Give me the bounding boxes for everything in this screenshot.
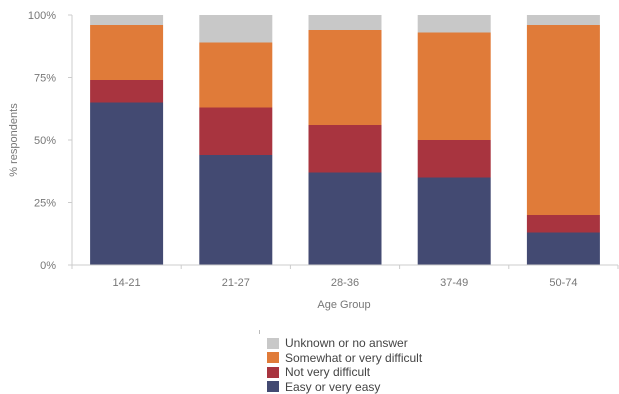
legend-item: Not very difficult [267, 365, 422, 380]
legend-item: Somewhat or very difficult [267, 351, 422, 366]
bar-segment-21-27-easy-or-very-easy [199, 155, 273, 265]
bar-segment-28-36-somewhat-or-very-difficult [308, 30, 382, 125]
bar-segment-21-27-somewhat-or-very-difficult [199, 42, 273, 108]
x-tick-label: 21-27 [222, 277, 250, 289]
legend-label: Easy or very easy [285, 379, 381, 394]
legend-label: Unknown or no answer [285, 336, 408, 351]
legend-label: Not very difficult [285, 365, 371, 380]
y-tick-label: 75% [34, 73, 56, 85]
bar-segment-28-36-unknown-or-no-answer [308, 15, 382, 30]
x-tick-label: 37-49 [440, 277, 468, 289]
legend-label: Somewhat or very difficult [285, 350, 423, 365]
bar-segment-37-49-somewhat-or-very-difficult [417, 32, 491, 140]
bar-segment-37-49-unknown-or-no-answer [417, 15, 491, 33]
x-axis-label: Age Group [317, 299, 370, 311]
y-tick-label: 50% [34, 135, 56, 147]
legend-divider [259, 330, 260, 334]
bar-segment-14-21-easy-or-very-easy [90, 102, 164, 265]
bar-segment-21-27-unknown-or-no-answer [199, 15, 273, 43]
y-tick-label: 25% [34, 198, 56, 210]
y-tick-label: 100% [28, 10, 56, 22]
bar-segment-37-49-easy-or-very-easy [417, 177, 491, 265]
bar-segment-50-74-easy-or-very-easy [526, 232, 600, 265]
legend: Unknown or no answer Somewhat or very dif… [267, 336, 422, 394]
bar-segment-50-74-somewhat-or-very-difficult [526, 25, 600, 215]
legend-swatch [267, 381, 279, 393]
bar-segment-50-74-unknown-or-no-answer [526, 15, 600, 25]
x-tick-label: 28-36 [331, 277, 359, 289]
legend-swatch [267, 366, 279, 378]
axes-group: 14-21 21-27 28-36 37-49 50-74 0% 25% 50% 75% 100% [28, 10, 619, 289]
y-tick-label: 0% [40, 260, 56, 272]
bar-segment-50-74-not-very-difficult [526, 215, 600, 233]
legend-swatch [267, 352, 279, 364]
bar-segment-14-21-not-very-difficult [90, 80, 164, 103]
bar-segment-28-36-easy-or-very-easy [308, 172, 382, 265]
legend-swatch [267, 337, 279, 349]
bar-segment-28-36-not-very-difficult [308, 125, 382, 173]
x-tick-label: 50-74 [549, 277, 577, 289]
bar-segment-37-49-not-very-difficult [417, 140, 491, 178]
legend-item: Unknown or no answer [267, 336, 422, 351]
bar-segment-14-21-unknown-or-no-answer [90, 15, 164, 25]
bar-segment-14-21-somewhat-or-very-difficult [90, 25, 164, 80]
bar-segment-21-27-not-very-difficult [199, 107, 273, 155]
x-tick-label: 14-21 [113, 277, 141, 289]
bars-group [90, 15, 600, 265]
y-axis-label: % respondents [8, 103, 20, 177]
legend-item: Easy or very easy [267, 380, 422, 394]
